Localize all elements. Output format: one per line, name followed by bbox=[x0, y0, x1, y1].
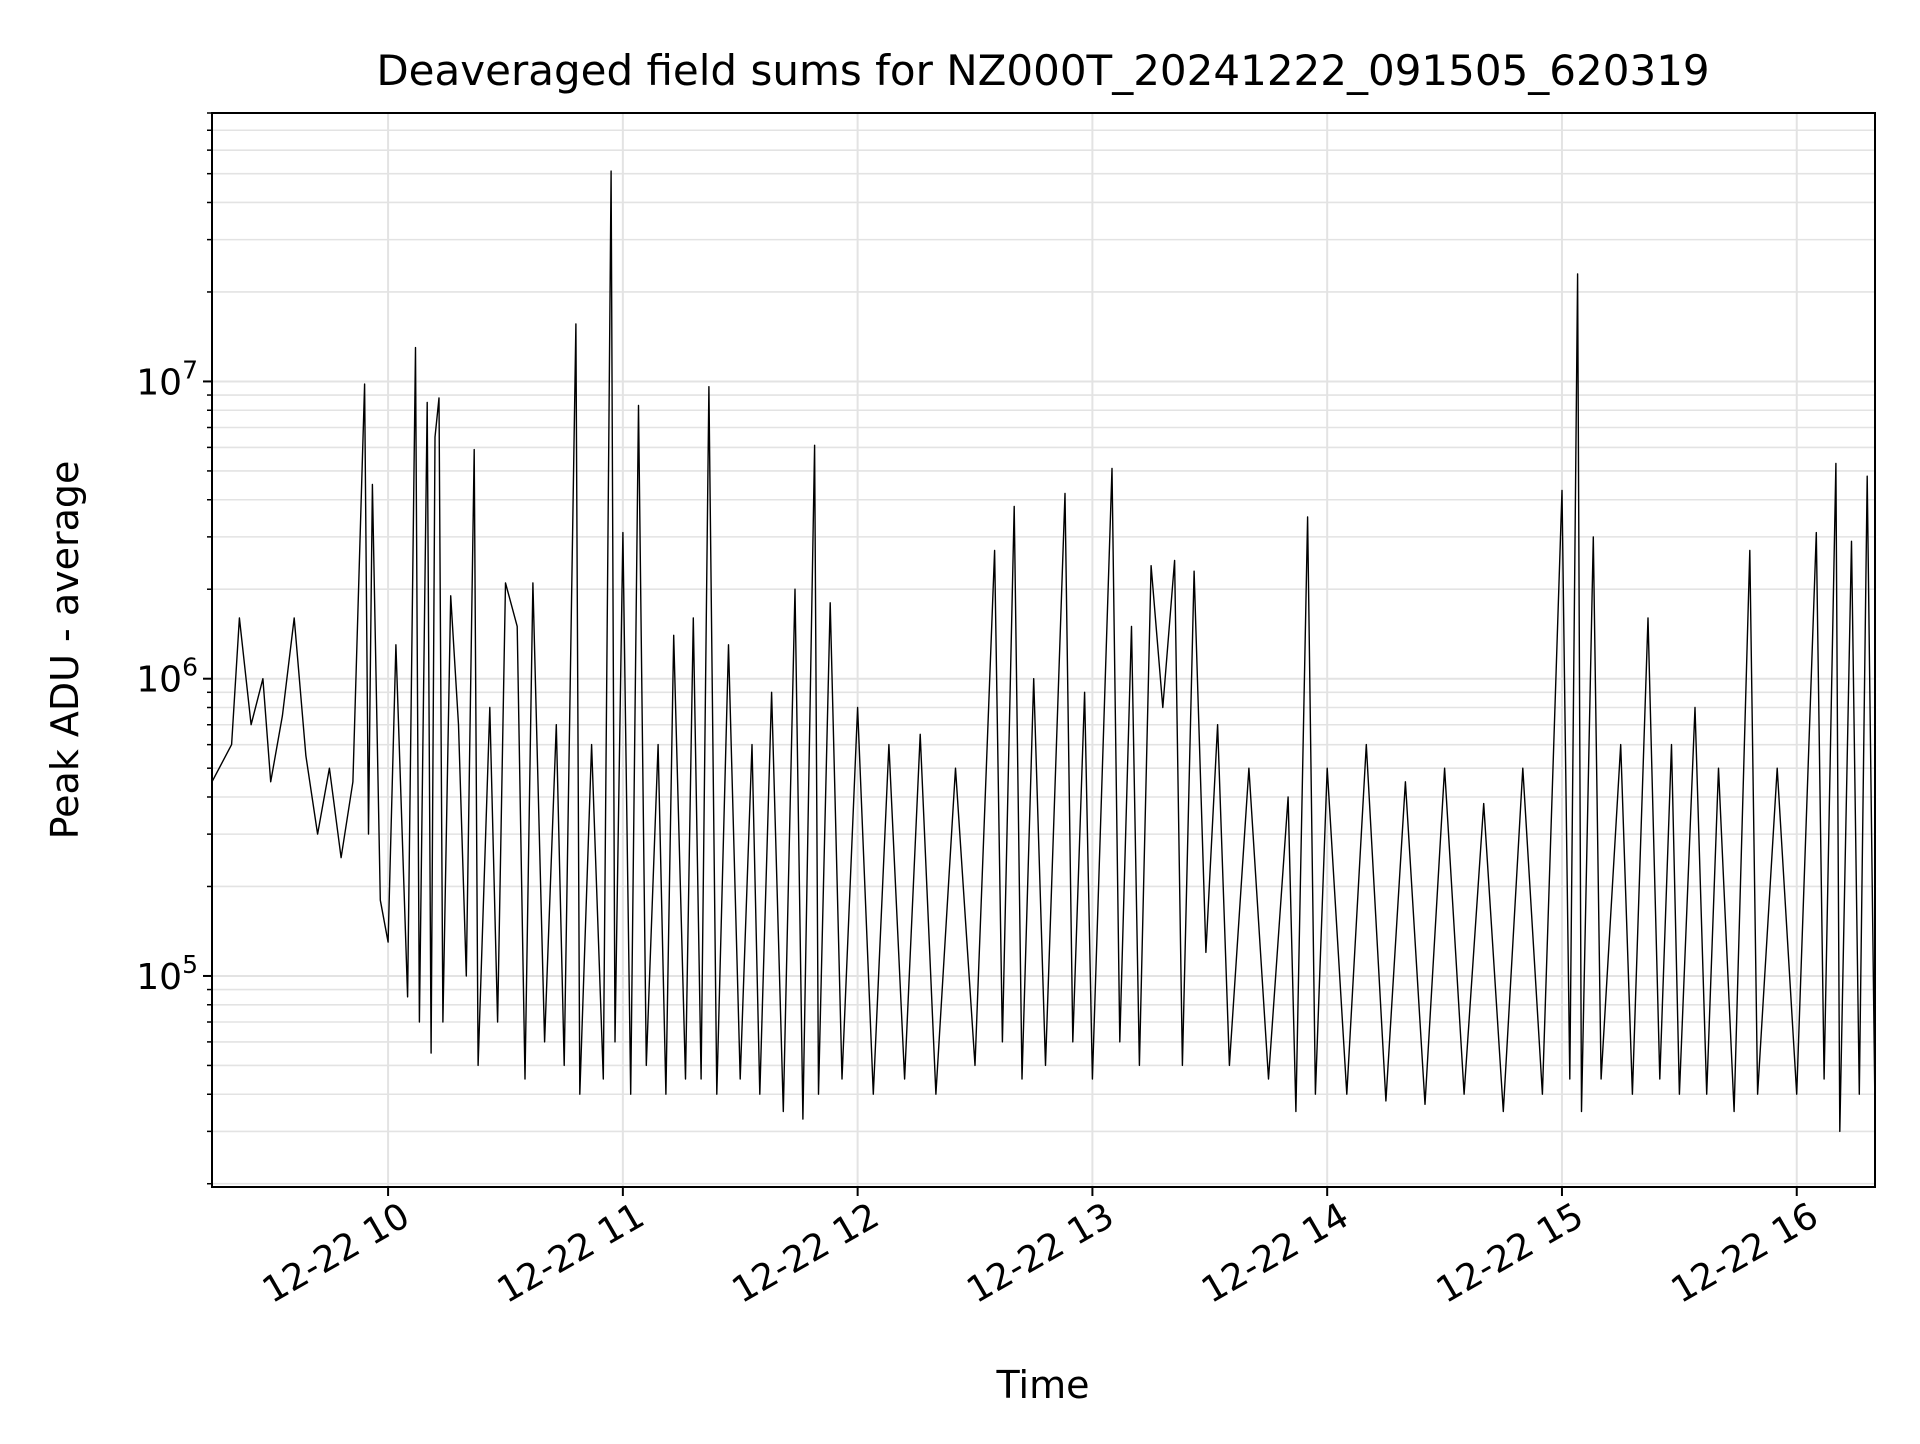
y-axis-label: Peak ADU - average bbox=[43, 461, 87, 840]
y-tick-label: 105 bbox=[136, 950, 198, 998]
series-line bbox=[211, 170, 1876, 1133]
y-tick-label: 107 bbox=[136, 355, 198, 403]
plot-frame bbox=[211, 112, 1876, 1188]
grid-lines bbox=[212, 112, 1875, 1187]
y-tick-label: 106 bbox=[136, 653, 198, 701]
chart-title: Deaveraged field sums for NZ000T_2024122… bbox=[376, 46, 1709, 95]
x-axis-label: Time bbox=[996, 1363, 1090, 1407]
series-layer bbox=[211, 170, 1876, 1133]
